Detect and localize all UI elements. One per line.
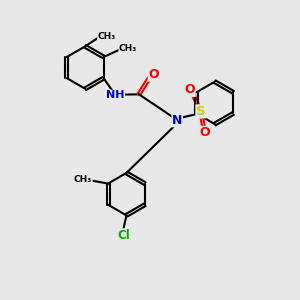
Text: NH: NH [106, 90, 124, 100]
Text: CH₃: CH₃ [98, 32, 116, 40]
Text: O: O [148, 68, 159, 81]
Text: N: N [172, 114, 182, 127]
Text: O: O [184, 83, 195, 96]
Text: Cl: Cl [117, 229, 130, 242]
Text: CH₃: CH₃ [74, 175, 92, 184]
Text: O: O [199, 126, 210, 140]
Text: CH₃: CH₃ [119, 44, 137, 52]
Text: S: S [196, 105, 206, 118]
